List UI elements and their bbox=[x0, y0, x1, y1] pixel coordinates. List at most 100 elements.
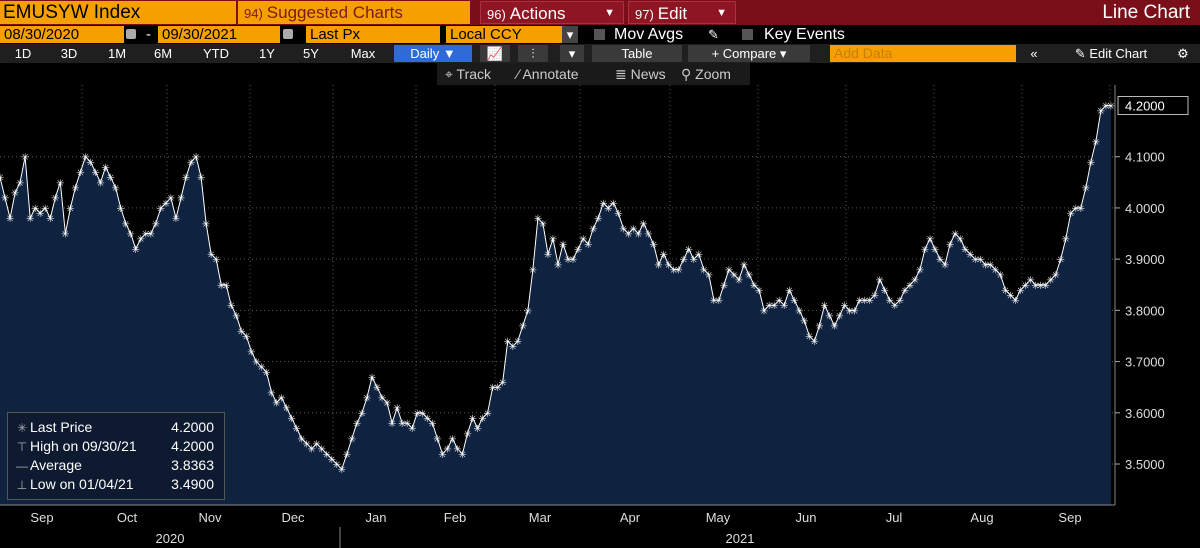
price-point: ✳ bbox=[765, 301, 773, 312]
x-year-label: 2020 bbox=[156, 531, 185, 546]
line-chart-icon[interactable]: 📈 bbox=[480, 45, 510, 62]
price-point: ✳ bbox=[277, 393, 285, 404]
price-point: ✳ bbox=[1006, 291, 1014, 302]
suggested-charts-button[interactable]: 94) Suggested Charts bbox=[238, 1, 470, 24]
price-point: ✳ bbox=[775, 296, 783, 307]
price-point: ✳ bbox=[599, 199, 607, 210]
price-point: ✳ bbox=[333, 460, 341, 471]
frequency-select[interactable]: Daily ▼ bbox=[394, 45, 472, 62]
period-max-button[interactable]: Max bbox=[340, 45, 386, 62]
price-point: ✳ bbox=[1001, 286, 1009, 297]
ticker-field[interactable]: EMUSYW Index bbox=[0, 1, 236, 24]
price-point: ✳ bbox=[262, 368, 270, 379]
price-point: ✳ bbox=[524, 306, 532, 317]
track-tool[interactable]: ⌖ Track bbox=[445, 66, 491, 83]
price-point: ✳ bbox=[443, 445, 451, 456]
end-date-field[interactable]: 09/30/2021 bbox=[158, 26, 280, 43]
price-point: ✳ bbox=[41, 204, 49, 215]
gear-icon[interactable]: ⚙ bbox=[1172, 45, 1194, 62]
price-point: ✳ bbox=[292, 424, 300, 435]
calendar-icon[interactable] bbox=[126, 29, 136, 39]
x-month-label: Sep bbox=[1058, 510, 1081, 525]
price-point: ✳ bbox=[378, 393, 386, 404]
price-point: ✳ bbox=[1011, 296, 1019, 307]
price-point: ✳ bbox=[554, 260, 562, 271]
zoom-tool[interactable]: ⚲ Zoom bbox=[681, 66, 731, 83]
collapse-icon[interactable]: « bbox=[1022, 45, 1046, 62]
price-point: ✳ bbox=[448, 434, 456, 445]
period-5y-button[interactable]: 5Y bbox=[294, 45, 328, 62]
x-month-label: Jun bbox=[796, 510, 817, 525]
price-point: ✳ bbox=[549, 235, 557, 246]
price-point: ✳ bbox=[403, 419, 411, 430]
calendar-icon[interactable] bbox=[283, 29, 293, 39]
price-point: ✳ bbox=[237, 327, 245, 338]
price-point: ✳ bbox=[142, 230, 150, 241]
price-point: ✳ bbox=[247, 347, 255, 358]
price-point: ✳ bbox=[473, 424, 481, 435]
price-point: ✳ bbox=[871, 291, 879, 302]
price-point: ✳ bbox=[649, 240, 657, 251]
x-month-label: Dec bbox=[281, 510, 305, 525]
bar-chart-icon[interactable]: ⫶ bbox=[518, 45, 548, 62]
add-data-input[interactable]: Add Data bbox=[830, 45, 1016, 62]
price-point: ✳ bbox=[453, 445, 461, 456]
annotate-tool[interactable]: ⁄ Annotate bbox=[517, 66, 579, 82]
price-field-select[interactable]: Last Px bbox=[306, 26, 440, 43]
period-6m-button[interactable]: 6M bbox=[146, 45, 180, 62]
price-point: ✳ bbox=[715, 296, 723, 307]
actions-menu[interactable]: 96) Actions ▼ bbox=[480, 1, 624, 24]
price-point: ✳ bbox=[564, 255, 572, 266]
news-label: News bbox=[630, 66, 666, 82]
price-point: ✳ bbox=[634, 230, 642, 241]
price-point: ✳ bbox=[695, 250, 703, 261]
price-point: ✳ bbox=[338, 465, 346, 476]
chart-legend: ✳ Last Price 4.2000 ⊤ High on 09/30/21 4.2… bbox=[7, 412, 225, 500]
period-1m-button[interactable]: 1M bbox=[100, 45, 134, 62]
chevron-down-icon[interactable]: ▾ bbox=[562, 26, 578, 43]
price-point: ✳ bbox=[257, 363, 265, 374]
edit-chart-button[interactable]: ✎ Edit Chart bbox=[1054, 45, 1168, 62]
price-point: ✳ bbox=[318, 445, 326, 456]
price-point: ✳ bbox=[152, 219, 160, 230]
price-point: ✳ bbox=[926, 235, 934, 246]
chevron-down-icon[interactable]: ▾ bbox=[560, 45, 584, 62]
price-point: ✳ bbox=[1016, 286, 1024, 297]
price-point: ✳ bbox=[478, 414, 486, 425]
period-1d-button[interactable]: 1D bbox=[6, 45, 40, 62]
legend-average: — Average 3.8363 bbox=[14, 456, 220, 474]
news-tool[interactable]: ≣ News bbox=[615, 66, 666, 83]
chevron-down-icon: ▾ bbox=[779, 46, 787, 61]
start-date-field[interactable]: 08/30/2020 bbox=[0, 26, 124, 43]
zoom-icon: ⚲ bbox=[681, 66, 692, 82]
price-point: ✳ bbox=[1082, 183, 1090, 194]
price-chart[interactable]: ✳✳✳✳✳✳✳✳✳✳✳✳✳✳✳✳✳✳✳✳✳✳✳✳✳✳✳✳✳✳✳✳✳✳✳✳✳✳✳✳… bbox=[0, 85, 1200, 548]
edit-menu[interactable]: 97) Edit ▼ bbox=[628, 1, 736, 24]
period-ytd-button[interactable]: YTD bbox=[194, 45, 238, 62]
x-axis: Sep Oct Nov Dec Jan Feb Mar Apr May Jun Jul Aug Sep 2… bbox=[0, 504, 1115, 548]
price-point: ✳ bbox=[393, 404, 401, 415]
edit-label: Edit bbox=[657, 4, 688, 23]
period-1y-button[interactable]: 1Y bbox=[250, 45, 284, 62]
price-point: ✳ bbox=[896, 296, 904, 307]
price-point: ✳ bbox=[106, 173, 114, 184]
pencil-icon[interactable]: ✎ bbox=[708, 27, 719, 42]
currency-select[interactable]: Local CCY bbox=[446, 26, 562, 43]
average-line-icon: — bbox=[16, 459, 28, 473]
y-tick-label: 3.8000 bbox=[1125, 303, 1165, 318]
legend-high: ⊤ High on 09/30/21 4.2000 bbox=[14, 437, 220, 455]
table-button[interactable]: Table bbox=[592, 45, 682, 62]
period-3d-button[interactable]: 3D bbox=[52, 45, 86, 62]
mov-avgs-checkbox[interactable] bbox=[594, 29, 605, 40]
price-point: ✳ bbox=[921, 245, 929, 256]
price-point: ✳ bbox=[202, 219, 210, 230]
compare-button[interactable]: + Compare ▾ bbox=[688, 45, 810, 62]
x-month-label: Feb bbox=[444, 510, 466, 525]
price-point: ✳ bbox=[785, 286, 793, 297]
actions-label: Actions bbox=[509, 4, 566, 23]
price-point: ✳ bbox=[297, 434, 305, 445]
price-point: ✳ bbox=[162, 199, 170, 210]
price-point: ✳ bbox=[594, 214, 602, 225]
key-events-checkbox[interactable] bbox=[742, 29, 753, 40]
x-month-label: Apr bbox=[620, 510, 641, 525]
